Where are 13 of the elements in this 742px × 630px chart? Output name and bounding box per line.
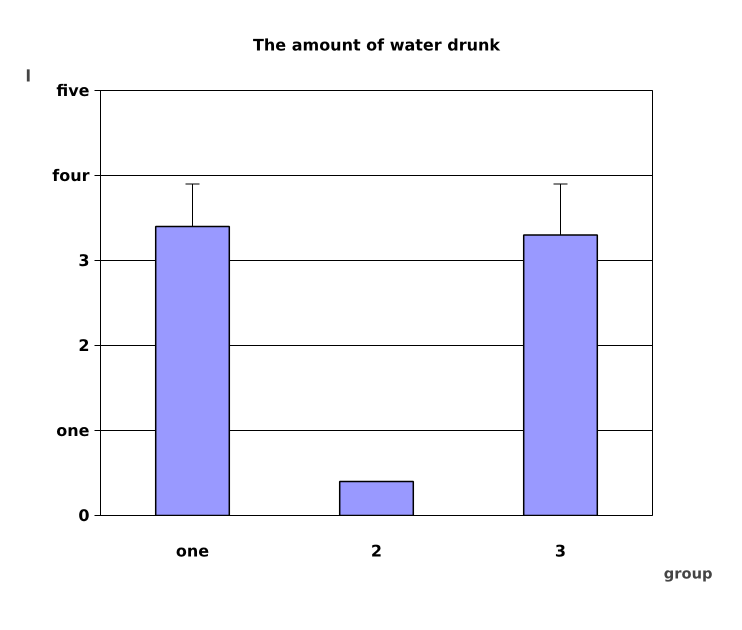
y-axis-title: l: [26, 66, 31, 86]
y-tick-label: 2: [78, 336, 90, 355]
y-tick-label: 0: [78, 506, 90, 525]
x-tick-label: one: [176, 542, 210, 560]
y-tick-label: four: [52, 166, 90, 185]
y-tick-label: five: [56, 81, 90, 100]
x-tick-label: 2: [370, 542, 382, 560]
y-tick-label: one: [56, 421, 90, 440]
chart-title: The amount of water drunk: [252, 36, 500, 54]
x-tick-label: 3: [554, 542, 566, 560]
x-axis-title: group: [664, 566, 713, 582]
y-tick-label: 3: [78, 251, 90, 270]
bar: [338, 480, 414, 516]
